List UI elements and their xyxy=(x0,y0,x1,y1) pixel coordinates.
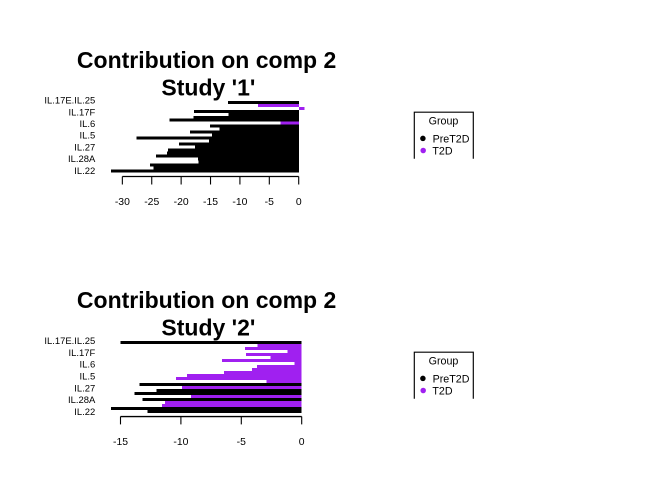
svg-text:T2D: T2D xyxy=(432,386,452,398)
svg-text:IL.17F: IL.17F xyxy=(69,107,96,118)
svg-text:IL.22: IL.22 xyxy=(74,407,95,418)
svg-text:Study '2': Study '2' xyxy=(161,315,255,341)
svg-text:PreT2D: PreT2D xyxy=(433,374,470,386)
svg-text:Study '1': Study '1' xyxy=(161,75,255,101)
svg-text:Group: Group xyxy=(429,356,459,368)
svg-text:0: 0 xyxy=(299,437,305,448)
svg-text:IL.27: IL.27 xyxy=(74,142,95,153)
svg-text:-20: -20 xyxy=(174,197,189,208)
svg-text:IL.6: IL.6 xyxy=(80,119,96,130)
svg-text:Contribution on comp 2: Contribution on comp 2 xyxy=(77,287,336,313)
svg-text:-5: -5 xyxy=(237,437,246,448)
svg-text:0: 0 xyxy=(296,197,302,208)
svg-text:IL.17F: IL.17F xyxy=(69,348,96,359)
svg-text:-15: -15 xyxy=(203,197,218,208)
svg-text:-15: -15 xyxy=(113,437,128,448)
svg-text:Contribution on comp 2: Contribution on comp 2 xyxy=(77,47,336,73)
svg-text:PreT2D: PreT2D xyxy=(433,134,470,146)
svg-text:IL.28A: IL.28A xyxy=(68,395,96,406)
svg-text:-10: -10 xyxy=(232,197,247,208)
svg-text:-25: -25 xyxy=(144,197,159,208)
svg-text:T2D: T2D xyxy=(432,146,452,158)
svg-text:Group: Group xyxy=(429,116,459,128)
svg-text:IL.17E.IL.25: IL.17E.IL.25 xyxy=(44,96,95,107)
svg-text:-10: -10 xyxy=(173,437,188,448)
svg-text:IL.22: IL.22 xyxy=(74,166,95,177)
svg-text:IL.28A: IL.28A xyxy=(68,154,96,165)
svg-text:IL.5: IL.5 xyxy=(80,131,96,142)
svg-text:IL.6: IL.6 xyxy=(80,360,96,371)
svg-text:IL.17E.IL.25: IL.17E.IL.25 xyxy=(44,336,95,347)
svg-text:-30: -30 xyxy=(115,197,130,208)
svg-text:IL.27: IL.27 xyxy=(74,383,95,394)
svg-text:IL.5: IL.5 xyxy=(80,372,96,383)
svg-text:-5: -5 xyxy=(265,197,274,208)
